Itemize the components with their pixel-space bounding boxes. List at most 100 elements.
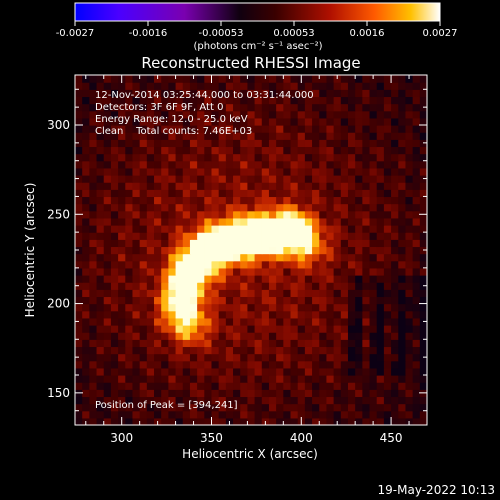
heatmap-cell <box>319 246 328 255</box>
heatmap-cell <box>319 410 328 419</box>
heatmap-cell <box>319 203 328 212</box>
heatmap-cell <box>412 332 421 340</box>
heatmap-cell <box>218 275 227 283</box>
heatmap-cell <box>340 146 349 155</box>
heatmap-cell <box>383 375 392 383</box>
heatmap-cell <box>391 210 399 219</box>
heatmap-cell <box>139 417 148 425</box>
heatmap-cell <box>225 367 234 376</box>
heatmap-cell <box>96 125 105 133</box>
heatmap-cell <box>240 75 249 83</box>
heatmap-cell <box>254 125 263 133</box>
heatmap-cell <box>146 196 155 205</box>
heatmap-cell <box>340 196 349 205</box>
heatmap-cell <box>362 382 371 390</box>
heatmap-cell <box>125 246 134 255</box>
heatmap-cell <box>383 75 392 83</box>
heatmap-cell <box>146 325 155 333</box>
heatmap-cell <box>369 317 378 326</box>
heatmap-cell <box>391 310 399 319</box>
heatmap-cell <box>75 417 83 425</box>
heatmap-cell <box>103 360 112 369</box>
heatmap-cell <box>383 153 392 162</box>
heatmap-cell <box>383 217 392 226</box>
heatmap-cell <box>383 396 392 405</box>
heatmap-cell <box>110 232 119 240</box>
heatmap-cell <box>233 303 241 312</box>
heatmap-cell <box>240 167 249 176</box>
heatmap-cell <box>419 239 427 248</box>
heatmap-cell <box>103 167 112 176</box>
heatmap-cell <box>154 82 162 90</box>
heatmap-cell <box>96 203 105 212</box>
heatmap-cell <box>405 396 414 405</box>
heatmap-cell <box>376 203 385 212</box>
heatmap-cell <box>412 253 421 262</box>
heatmap-cell <box>419 310 427 319</box>
heatmap-cell <box>276 346 284 355</box>
heatmap-cell <box>340 125 349 133</box>
heatmap-cell <box>333 303 342 312</box>
heatmap-cell <box>154 96 162 105</box>
heatmap-cell <box>347 282 356 290</box>
heatmap-cell <box>391 282 399 290</box>
heatmap-cell <box>268 253 277 262</box>
heatmap-cell <box>383 332 392 340</box>
heatmap-cell <box>290 303 299 312</box>
heatmap-cell <box>405 403 414 412</box>
heatmap-cell <box>290 382 299 390</box>
heatmap-cell <box>268 89 277 98</box>
heatmap-cell <box>161 317 169 326</box>
heatmap-cell <box>333 89 342 98</box>
heatmap-cell <box>391 232 399 240</box>
heatmap-cell <box>347 232 356 240</box>
heatmap-cell <box>225 389 234 398</box>
heatmap-cell <box>347 325 356 333</box>
heatmap-cell <box>383 267 392 276</box>
heatmap-cell <box>391 203 399 212</box>
heatmap-cell <box>268 310 277 319</box>
heatmap-cell <box>376 117 385 126</box>
heatmap-cell <box>297 225 306 233</box>
heatmap-cell <box>161 296 169 305</box>
heatmap-cell <box>233 367 241 376</box>
heatmap-cell <box>304 189 313 198</box>
heatmap-cell <box>225 132 234 140</box>
heatmap-cell <box>347 332 356 340</box>
heatmap-cell <box>197 239 205 248</box>
heatmap-cell <box>96 132 105 140</box>
heatmap-cell <box>96 296 105 305</box>
heatmap-cell <box>412 89 421 98</box>
heatmap-cell <box>197 367 205 376</box>
heatmap-cell <box>383 275 392 283</box>
heatmap-cell <box>211 389 220 398</box>
heatmap-cell <box>89 325 98 333</box>
heatmap-cell <box>412 317 421 326</box>
heatmap-cell <box>154 89 162 98</box>
heatmap-cell <box>146 217 155 226</box>
heatmap-cell <box>240 275 249 283</box>
heatmap-cell <box>211 175 220 183</box>
heatmap-cell <box>161 75 169 83</box>
heatmap-cell <box>319 403 328 412</box>
heatmap-cell <box>254 75 263 83</box>
heatmap-cell <box>89 89 98 98</box>
heatmap-cell <box>383 139 392 148</box>
heatmap-cell <box>369 382 378 390</box>
heatmap-cell <box>175 410 184 419</box>
heatmap-cell <box>154 332 162 340</box>
heatmap-cell <box>103 417 112 425</box>
heatmap-cell <box>197 260 205 269</box>
heatmap-cell <box>233 275 241 283</box>
heatmap-cell <box>168 182 177 190</box>
heatmap-cell <box>110 396 119 405</box>
heatmap-cell <box>211 296 220 305</box>
heatmap-cell <box>161 260 169 269</box>
heatmap-cell <box>297 239 306 248</box>
heatmap-cell <box>175 367 184 376</box>
heatmap-cell <box>175 182 184 190</box>
heatmap-cell <box>197 353 205 362</box>
heatmap-cell <box>347 339 356 348</box>
heatmap-cell <box>189 260 198 269</box>
heatmap-cell <box>233 332 241 340</box>
